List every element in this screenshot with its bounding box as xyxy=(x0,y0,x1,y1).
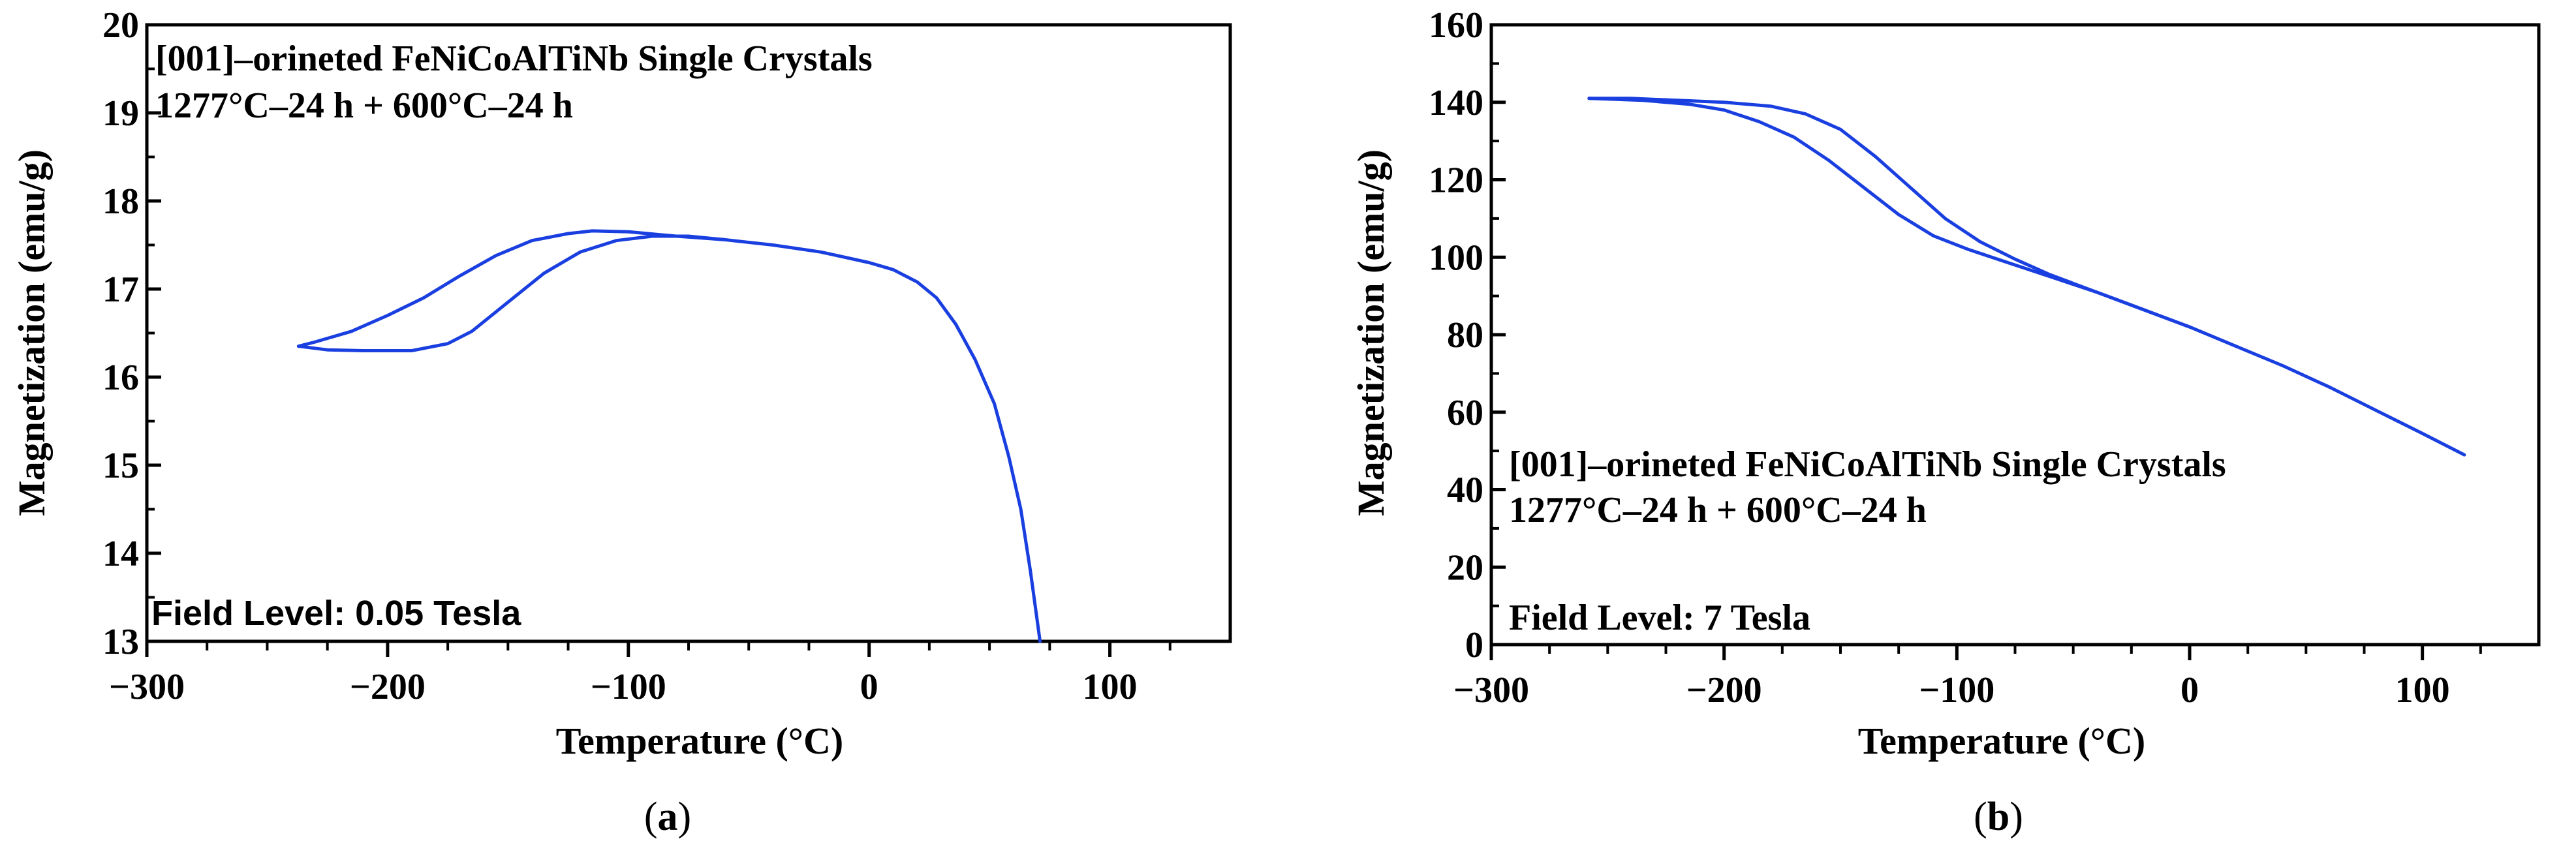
axes-b: 0 20 40 60 80 100 120 140 160 −300 −200 −100 0 100 xyxy=(1429,5,2482,711)
panel-letter-b: b xyxy=(1987,795,2010,839)
annotation-title-b: [001]–orineted FeNiCoAlTiNb Single Cryst… xyxy=(1509,444,2226,485)
x-axis-label-a: Temperature (°C) xyxy=(556,720,843,762)
field-level-b: Field Level: 7 Tesla xyxy=(1509,598,1810,638)
y-axis-label-b: Magnetization (emu/g) xyxy=(1350,149,1392,516)
x-tick-label-a: −100 xyxy=(591,667,666,707)
y-tick-label-b: 0 xyxy=(1465,625,1483,665)
y-tick-label-a: 13 xyxy=(102,622,139,662)
y-tick-label-b: 80 xyxy=(1447,315,1483,356)
y-tick-label-a: 16 xyxy=(102,358,139,398)
x-tick-label-b: −300 xyxy=(1453,670,1529,711)
y-tick-label-b: 100 xyxy=(1429,237,1483,278)
panel-letter-a: a xyxy=(658,795,678,839)
y-tick-label-a: 14 xyxy=(102,534,139,574)
x-tick-label-b: −100 xyxy=(1919,670,1994,711)
series-line-a-0 xyxy=(296,229,1042,643)
annotation-title-a: [001]–orineted FeNiCoAlTiNb Single Cryst… xyxy=(155,38,873,79)
series-line-b-1 xyxy=(1587,97,2466,457)
y-tick-label-a: 15 xyxy=(102,446,139,486)
x-tick-label-b: 100 xyxy=(2395,670,2450,711)
y-tick-label-b: 160 xyxy=(1429,5,1483,46)
annotation-treatment-a: 1277°C–24 h + 600°C–24 h xyxy=(155,85,573,126)
y-tick-label-a: 17 xyxy=(102,269,139,310)
y-tick-label-b: 40 xyxy=(1447,470,1483,511)
series-line-a-1 xyxy=(296,234,726,352)
annotation-treatment-b: 1277°C–24 h + 600°C–24 h xyxy=(1509,490,1927,530)
x-tick-label-b: 0 xyxy=(2180,670,2199,711)
x-tick-label-a: −300 xyxy=(109,667,185,707)
panel-label-b: (b) xyxy=(1974,795,2023,839)
y-tick-label-a: 19 xyxy=(102,93,139,134)
panel-label-a: (a) xyxy=(644,795,691,839)
series-a xyxy=(296,229,1042,643)
x-tick-label-b: −200 xyxy=(1686,670,1762,711)
plot-frame-b xyxy=(1489,23,2541,647)
y-tick-label-b: 60 xyxy=(1447,393,1483,433)
x-axis-label-b: Temperature (°C) xyxy=(1858,720,2145,762)
x-tick-label-a: 100 xyxy=(1083,667,1138,707)
y-tick-label-b: 120 xyxy=(1429,160,1483,201)
x-tick-label-a: −200 xyxy=(350,667,426,707)
y-axis-label-a: Magnetization (emu/g) xyxy=(10,149,53,516)
y-tick-label-b: 20 xyxy=(1447,547,1483,588)
x-tick-label-a: 0 xyxy=(860,667,878,707)
panel-b: 0 20 40 60 80 100 120 140 160 −300 −200 −100 0 100 [0… xyxy=(1350,5,2541,839)
field-level-a: Field Level: 0.05 Tesla xyxy=(151,594,521,633)
series-b xyxy=(1587,97,2466,457)
axes-a: 13 14 15 16 17 18 19 20 −300 −200 −100 0 100 xyxy=(102,5,1172,707)
panel-a: 13 14 15 16 17 18 19 20 −300 −200 −100 0 100 [001]–o… xyxy=(10,5,1232,839)
y-tick-label-b: 140 xyxy=(1429,83,1483,123)
y-tick-label-a: 20 xyxy=(102,5,139,46)
y-tick-label-a: 18 xyxy=(102,181,139,222)
